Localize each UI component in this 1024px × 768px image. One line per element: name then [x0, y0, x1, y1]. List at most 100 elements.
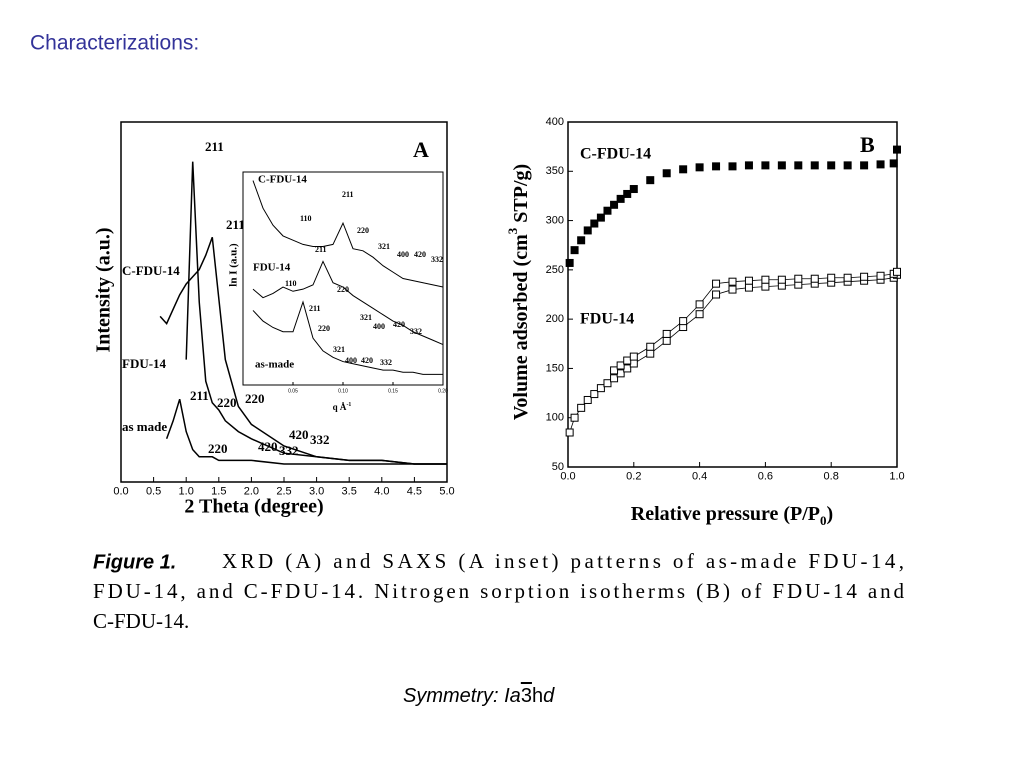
- data-point: [646, 349, 655, 358]
- x-tick-label: 3.0: [309, 486, 324, 498]
- annotation: 110: [300, 214, 312, 223]
- annotation: 420: [289, 427, 309, 442]
- footer-text: Symmetry:: [403, 685, 504, 707]
- annotation: 400: [373, 322, 385, 331]
- data-point: [583, 226, 592, 235]
- annotation: 211: [309, 304, 321, 313]
- data-point: [712, 162, 721, 171]
- x-tick-label: 2.5: [276, 486, 291, 498]
- annotation: 220: [208, 441, 228, 456]
- axis-label-part: 3: [505, 227, 520, 234]
- data-point: [695, 163, 704, 172]
- annotation: 321: [360, 313, 372, 322]
- data-point: [860, 272, 869, 281]
- data-point: [843, 273, 852, 282]
- footer-text: h: [532, 685, 543, 707]
- data-point: [860, 161, 869, 170]
- data-point: [603, 206, 612, 215]
- annotation: 332: [380, 358, 392, 367]
- data-point: [610, 366, 619, 375]
- x-tick-label: 0.8: [824, 471, 839, 483]
- data-point: [610, 200, 619, 209]
- data-point: [596, 384, 605, 393]
- data-point: [827, 273, 836, 282]
- annotation: 332: [310, 432, 330, 447]
- data-point: [810, 274, 819, 283]
- data-point: [728, 285, 737, 294]
- y-axis-label: ln I (a.u.): [228, 243, 240, 287]
- annotation: 321: [333, 345, 345, 354]
- series-label: FDU-14: [580, 311, 634, 328]
- annotation: C-FDU-14: [258, 174, 307, 186]
- data-point: [695, 310, 704, 319]
- annotation: 420: [393, 320, 405, 329]
- footer-text: 3: [521, 685, 532, 707]
- x-tick-label: 0.5: [146, 486, 161, 498]
- data-point: [629, 185, 638, 194]
- plot-frame: [567, 121, 898, 468]
- data-point: [570, 246, 579, 255]
- data-point: [876, 271, 885, 280]
- x-tick-label: 0.15: [388, 388, 398, 394]
- data-point: [679, 317, 688, 326]
- slide-title: Characterizations:: [30, 32, 199, 55]
- series-line: [185, 161, 447, 465]
- x-tick-label: 1.0: [889, 471, 904, 483]
- y-tick-label: 150: [546, 362, 564, 374]
- annotation: 321: [378, 242, 390, 251]
- y-axis-label: Volume adsorbed (cm3 STP/g): [505, 164, 531, 420]
- data-point: [623, 189, 632, 198]
- data-point: [662, 169, 671, 178]
- axis-label-part: Relative pressure (P/P: [631, 503, 820, 525]
- data-point: [623, 356, 632, 365]
- annotation: 332: [431, 255, 443, 264]
- annotation: 211: [226, 217, 245, 232]
- data-point: [810, 161, 819, 170]
- data-point: [827, 161, 836, 170]
- data-point: [623, 364, 632, 373]
- axis-label-part: STP/g): [510, 164, 532, 228]
- data-point: [629, 359, 638, 368]
- x-tick-label: 4.0: [374, 486, 389, 498]
- axis-label-part: 0: [820, 513, 827, 528]
- y-tick-label: 100: [546, 412, 564, 424]
- footer: Symmetry: Ia3hd: [403, 685, 555, 707]
- y-axis-label: Intensity (a.u.): [93, 227, 115, 352]
- data-point: [603, 379, 612, 388]
- annotation: 211: [205, 139, 224, 154]
- data-point: [777, 161, 786, 170]
- axis-label-part: -1: [346, 402, 351, 408]
- data-point: [761, 282, 770, 291]
- data-point: [744, 161, 753, 170]
- data-point: [889, 159, 898, 168]
- data-point: [646, 342, 655, 351]
- series-line: [252, 260, 444, 345]
- data-point: [712, 279, 721, 288]
- data-point: [893, 267, 901, 276]
- annotation: A: [413, 137, 429, 162]
- data-point: [744, 283, 753, 292]
- chart: 0.0 0.2 0.4 0.6 0.8 1.0 50 100 150 200 250 300 350 40…: [546, 116, 905, 483]
- annotation: 220: [337, 285, 349, 294]
- data-point: [616, 194, 625, 203]
- y-tick-label: 300: [546, 214, 564, 226]
- caption-line: C-FDU-14.: [93, 609, 189, 633]
- data-point: [728, 277, 737, 286]
- series-line: [165, 398, 447, 465]
- y-tick-label: 400: [546, 116, 564, 128]
- caption-line: XRD (A) and SAXS (A inset) patterns of a…: [222, 549, 904, 573]
- data-point: [761, 161, 770, 170]
- annotation: FDU-14: [253, 262, 291, 274]
- annotation: 211: [315, 245, 327, 254]
- x-tick-label: 0.05: [288, 388, 298, 394]
- data-point: [577, 403, 586, 412]
- data-point: [616, 361, 625, 370]
- data-point: [662, 329, 671, 338]
- annotation: 220: [245, 391, 265, 406]
- y-tick-label: 50: [552, 461, 564, 473]
- annotation: 400: [345, 356, 357, 365]
- annotation: FDU-14: [122, 356, 167, 371]
- annotation: 332: [279, 443, 299, 458]
